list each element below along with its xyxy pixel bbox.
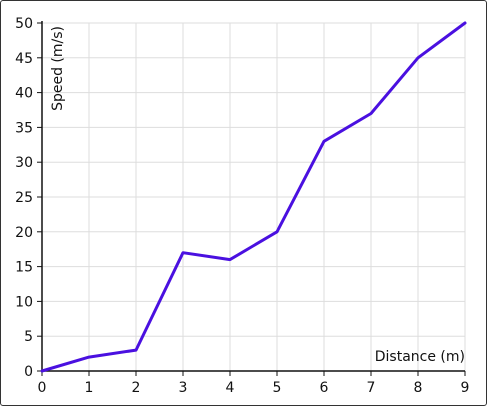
y-tick-label: 25 xyxy=(15,190,33,206)
x-tick-label: 4 xyxy=(226,380,235,396)
x-tick-label: 5 xyxy=(273,380,282,396)
x-tick-label: 1 xyxy=(85,380,94,396)
x-tick-label: 6 xyxy=(320,380,329,396)
series-layer xyxy=(40,21,467,373)
y-axis-label: Speed (m/s) xyxy=(50,26,66,111)
x-tick-label: 3 xyxy=(179,380,188,396)
axes xyxy=(37,21,466,376)
x-tick-label: 2 xyxy=(132,380,141,396)
x-tick-label: 9 xyxy=(461,380,470,396)
x-tick-label: 8 xyxy=(414,380,423,396)
y-tick-label: 0 xyxy=(24,364,33,380)
y-tick-label: 10 xyxy=(15,294,33,310)
y-tick-label: 5 xyxy=(24,329,33,345)
y-tick-label: 20 xyxy=(15,225,33,241)
x-axis-label: Distance (m) xyxy=(375,349,465,365)
series-line xyxy=(40,21,467,373)
y-tick-label: 45 xyxy=(15,51,33,67)
y-tick-label: 40 xyxy=(15,86,33,102)
y-tick-label: 15 xyxy=(15,260,33,276)
grid xyxy=(42,22,466,371)
x-tick-label: 7 xyxy=(367,380,376,396)
y-tick-label: 35 xyxy=(15,120,33,136)
x-tick-label: 0 xyxy=(38,380,47,396)
y-tick-label: 30 xyxy=(15,155,33,171)
y-tick-label: 50 xyxy=(15,16,33,32)
